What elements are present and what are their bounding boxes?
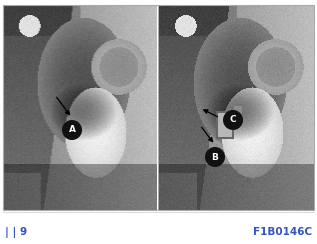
Text: C: C: [230, 115, 236, 124]
Text: A: A: [68, 125, 75, 134]
Text: F1B0146C: F1B0146C: [253, 227, 312, 237]
Circle shape: [205, 147, 225, 167]
Text: | | 9: | | 9: [5, 226, 27, 237]
Circle shape: [62, 120, 82, 140]
Circle shape: [223, 110, 243, 130]
Bar: [3, 5, 314, 210]
Text: B: B: [211, 152, 218, 162]
